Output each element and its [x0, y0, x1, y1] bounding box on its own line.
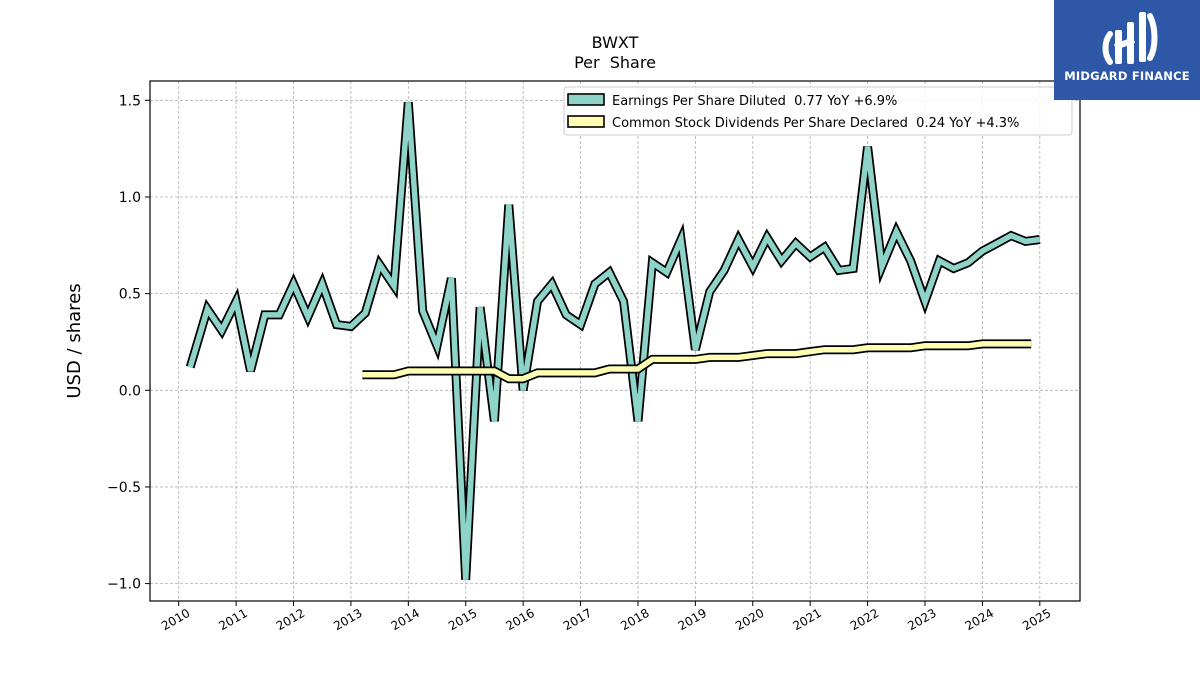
x-tick-label: 2022 [848, 606, 881, 633]
dividends-line [362, 341, 1032, 382]
y-tick-label: 0.0 [119, 383, 141, 399]
y-tick-label: 0.5 [119, 287, 141, 303]
midgard-finance-logo: MIDGARD FINANCE [1054, 0, 1200, 100]
y-tick-label: −1.0 [107, 577, 141, 593]
x-tick-label: 2013 [331, 606, 364, 633]
grid-lines [150, 81, 1080, 601]
legend-swatch-eps [567, 93, 605, 106]
x-tick-label: 2014 [389, 606, 422, 633]
chart-title: BWXT [592, 33, 639, 52]
x-tick-label: 2010 [159, 606, 192, 633]
legend-frame [563, 86, 1073, 136]
x-tick-label: 2025 [1020, 606, 1053, 633]
x-tick-label: 2011 [216, 606, 249, 633]
legend-swatch-dividends [567, 115, 605, 128]
logo-text: MIDGARD FINANCE [1064, 69, 1190, 83]
legend: Earnings Per Share Diluted 0.77 YoY +6.9… [563, 86, 1073, 136]
logo-mark-icon [1102, 12, 1158, 65]
x-tick-label: 2012 [274, 606, 307, 633]
y-tick-label: 1.5 [119, 93, 141, 109]
x-tick-label: 2020 [733, 606, 766, 633]
x-tick-label: 2024 [963, 606, 996, 633]
legend-label-dividends: Common Stock Dividends Per Share Declare… [612, 116, 1019, 131]
x-tick-label: 2019 [676, 606, 709, 633]
x-tick-label: 2016 [503, 606, 536, 633]
eps-line [187, 102, 1041, 580]
y-tick-label: 1.0 [119, 190, 141, 206]
x-tick-label: 2023 [905, 606, 938, 633]
x-tick-label: 2021 [790, 606, 823, 633]
chart-subtitle: Per Share [574, 53, 656, 72]
eps-line-outline [185, 101, 1041, 580]
plot-frame [149, 80, 1081, 602]
series-lines [185, 101, 1041, 580]
y-tick-label: −0.5 [107, 480, 141, 496]
x-tick-label: 2017 [561, 606, 594, 633]
x-tick-label: 2018 [618, 606, 651, 633]
legend-label-eps: Earnings Per Share Diluted 0.77 YoY +6.9… [612, 94, 897, 109]
x-tick-label: 2015 [446, 606, 479, 633]
y-axis-label: USD / shares [64, 283, 85, 398]
